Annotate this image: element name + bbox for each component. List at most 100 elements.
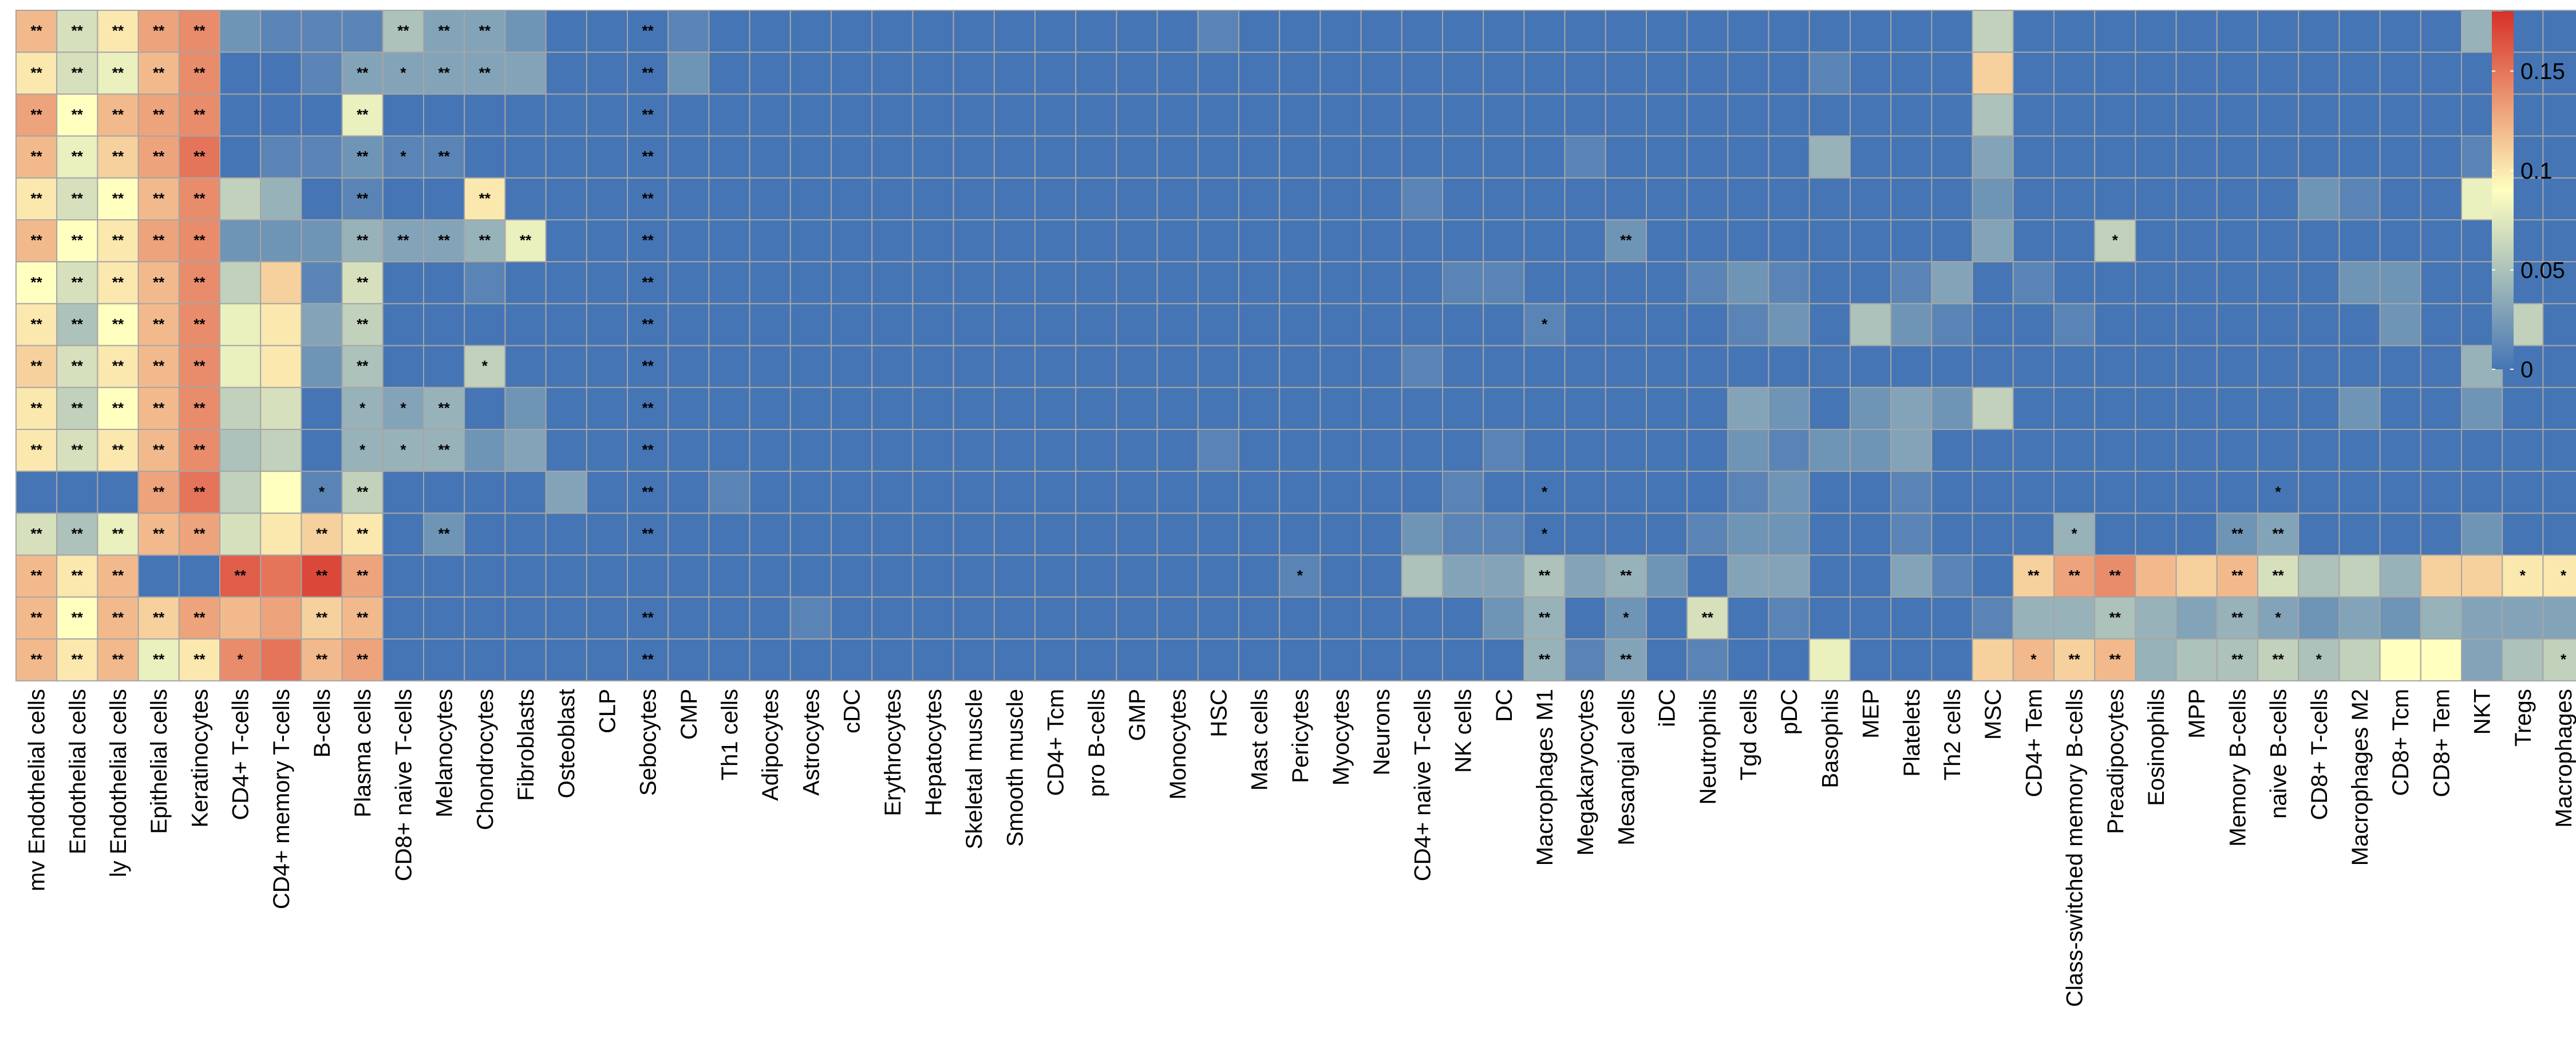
heatmap-cell <box>2379 261 2421 305</box>
heatmap-cell <box>1360 512 1402 556</box>
heatmap-cell <box>2216 471 2259 514</box>
heatmap-cell <box>1646 52 1688 95</box>
heatmap-cell <box>1116 471 1158 514</box>
heatmap-cell <box>1646 219 1688 263</box>
heatmap-cell <box>1319 10 1362 53</box>
heatmap-cell <box>1034 52 1077 95</box>
significance-mark: ** <box>72 315 84 333</box>
heatmap-cell <box>1605 471 1647 514</box>
significance-mark: * <box>2030 651 2037 668</box>
heatmap-cell <box>1116 52 1158 95</box>
heatmap-cell <box>1605 345 1647 388</box>
heatmap-cell <box>1360 386 1402 430</box>
heatmap-cell <box>1686 471 1729 514</box>
heatmap-cell <box>1971 512 2014 556</box>
heatmap-cell <box>504 261 547 305</box>
heatmap-cell <box>749 303 791 346</box>
heatmap-cell <box>2175 429 2218 472</box>
heatmap-cell <box>586 219 629 263</box>
heatmap-cell <box>1850 471 1892 514</box>
heatmap-cell <box>1238 345 1281 388</box>
heatmap-cell <box>1890 93 1933 137</box>
column-label: Macrophages M2 <box>2348 689 2373 866</box>
column-label: Neutrophils <box>1696 689 1721 804</box>
significance-mark: ** <box>193 651 206 668</box>
significance-mark: * <box>2275 609 2282 626</box>
heatmap-cell <box>1360 10 1402 53</box>
significance-mark: ** <box>357 148 369 165</box>
heatmap-cell <box>1971 52 2014 95</box>
heatmap-cell <box>1075 10 1117 53</box>
heatmap-cells <box>15 10 2576 682</box>
heatmap-cell <box>1768 596 1810 640</box>
heatmap-cell <box>2420 261 2462 305</box>
heatmap-cell <box>1319 429 1362 472</box>
heatmap-cell <box>1808 596 1851 640</box>
heatmap-cell <box>15 471 58 514</box>
heatmap-cell <box>301 554 343 598</box>
significance-mark: * <box>2561 567 2567 584</box>
significance-mark: ** <box>72 651 84 668</box>
heatmap-cell <box>504 429 547 472</box>
significance-mark: * <box>2561 651 2567 668</box>
heatmap-cell <box>464 638 506 682</box>
heatmap-cell <box>382 429 424 472</box>
heatmap-cell <box>2298 261 2340 305</box>
column-label: Class-switched memory B-cells <box>2063 689 2088 1007</box>
heatmap-cell <box>1156 93 1199 137</box>
heatmap-cell <box>97 512 139 556</box>
heatmap-cell <box>1279 512 1321 556</box>
heatmap-cell <box>708 219 750 263</box>
heatmap-cell <box>137 386 180 430</box>
heatmap-cell <box>178 554 220 598</box>
heatmap-cell <box>1075 345 1117 388</box>
heatmap-cell <box>2094 429 2136 472</box>
heatmap-cell <box>2053 386 2096 430</box>
heatmap-cell <box>2338 93 2381 137</box>
heatmap-cell <box>1483 219 1525 263</box>
heatmap-cell <box>1442 345 1484 388</box>
heatmap-cell <box>1890 303 1933 346</box>
heatmap-cell <box>586 135 629 179</box>
heatmap-cell <box>749 554 791 598</box>
heatmap-cell <box>2053 10 2096 53</box>
heatmap-cell <box>627 177 669 220</box>
heatmap-cell <box>1401 554 1444 598</box>
heatmap-cell <box>1483 135 1525 179</box>
column-label: Keratinocytes <box>187 689 212 827</box>
heatmap-cell <box>1156 303 1199 346</box>
significance-mark: ** <box>2109 651 2121 668</box>
heatmap-cell <box>341 261 384 305</box>
heatmap-cell <box>993 10 1036 53</box>
heatmap-cell <box>1850 135 1892 179</box>
column-label: Basophils <box>1818 689 1843 788</box>
heatmap-cell <box>1442 261 1484 305</box>
column-label: B-cells <box>310 689 335 757</box>
heatmap-cell <box>2094 345 2136 388</box>
heatmap-cell <box>341 345 384 388</box>
heatmap-cell <box>1319 93 1362 137</box>
significance-mark: ** <box>642 315 654 333</box>
heatmap-cell <box>1808 303 1851 346</box>
heatmap-cell <box>2053 52 2096 95</box>
heatmap-cell <box>953 638 995 682</box>
heatmap-cell <box>1442 219 1484 263</box>
heatmap-cell <box>1971 303 2014 346</box>
heatmap-cell <box>1319 303 1362 346</box>
heatmap-cell <box>1442 471 1484 514</box>
heatmap-cell <box>871 177 914 220</box>
significance-mark: ** <box>153 357 165 374</box>
heatmap-cell <box>993 177 1036 220</box>
heatmap-cell <box>586 554 629 598</box>
heatmap-cell <box>667 135 710 179</box>
significance-mark: ** <box>153 441 165 459</box>
heatmap-cell <box>871 303 914 346</box>
heatmap-cell <box>953 554 995 598</box>
heatmap-cell <box>1768 52 1810 95</box>
heatmap-cell <box>2257 177 2300 220</box>
significance-mark: ** <box>2109 609 2121 626</box>
heatmap-cell <box>627 52 669 95</box>
heatmap-cell <box>2175 303 2218 346</box>
significance-mark: ** <box>193 148 206 165</box>
heatmap-cell <box>1727 596 1769 640</box>
